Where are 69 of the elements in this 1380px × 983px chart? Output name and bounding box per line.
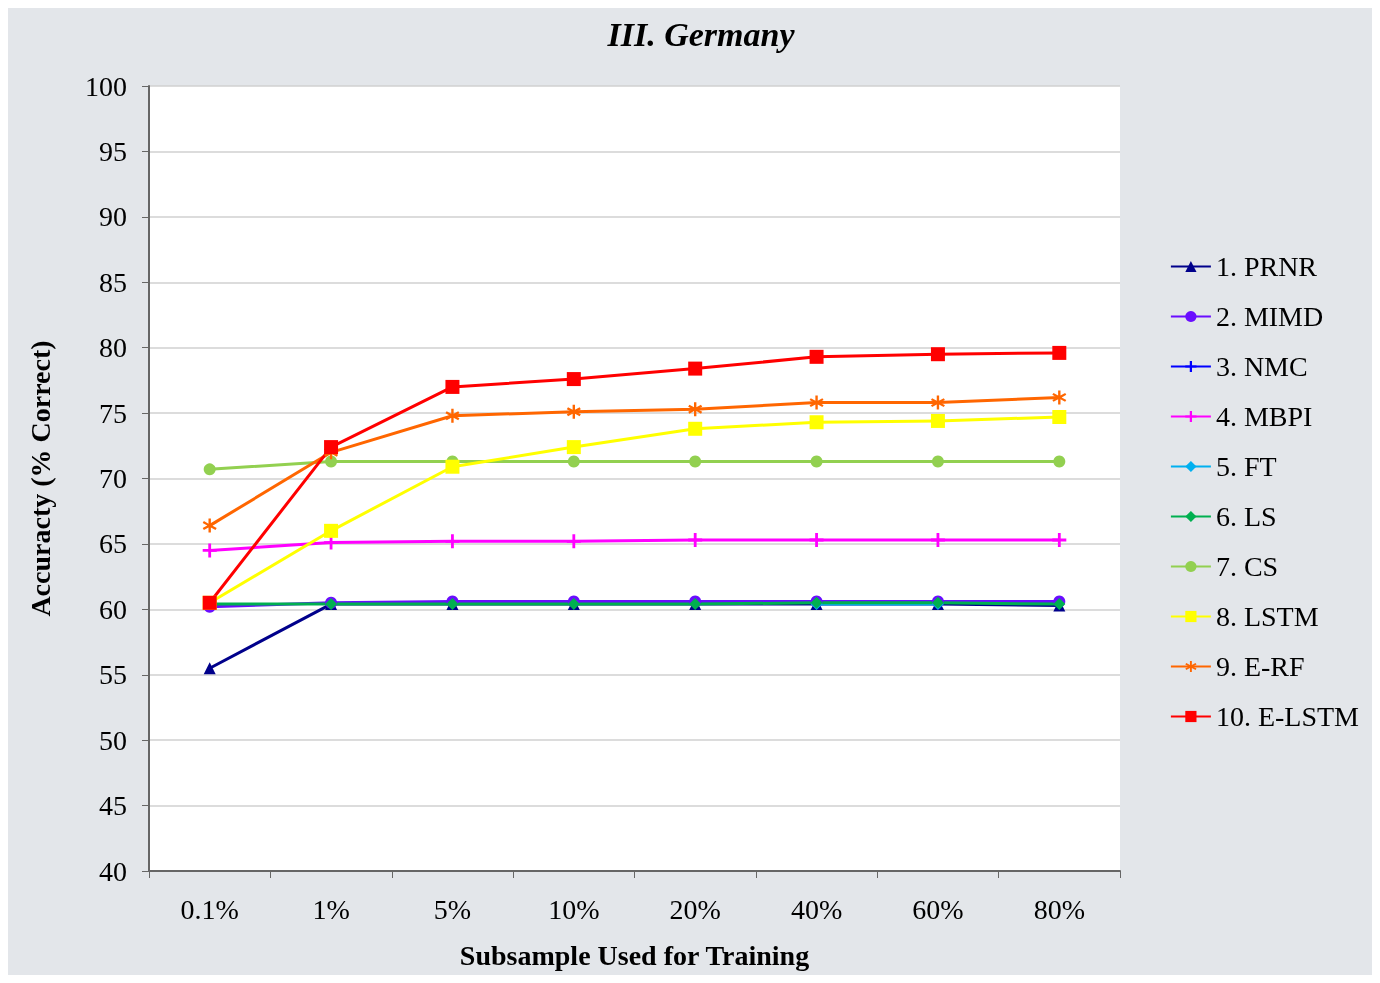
- point: [810, 455, 823, 468]
- legend-label: 6. LS: [1215, 501, 1277, 532]
- point: [809, 415, 824, 430]
- point: [324, 440, 339, 455]
- y-tick-label: 80: [99, 332, 127, 364]
- y-tick-label: 65: [99, 528, 127, 560]
- point: [809, 532, 824, 547]
- y-axis-title: Accuracty (% Correct): [24, 340, 56, 617]
- point: [1052, 345, 1067, 360]
- y-tick-label: 85: [99, 266, 127, 298]
- point: [1052, 532, 1067, 547]
- point: [931, 455, 944, 468]
- point: [566, 372, 581, 387]
- point: [445, 408, 460, 423]
- legend-label: 4. MBPI: [1215, 401, 1313, 432]
- y-tick-label: 40: [99, 855, 127, 887]
- x-tick-label: 20%: [669, 893, 721, 925]
- legend-label: 8. LSTM: [1215, 601, 1319, 632]
- point: [688, 402, 703, 417]
- y-tick-label: 100: [85, 70, 127, 102]
- y-tick-label: 45: [99, 790, 127, 822]
- point: [930, 395, 945, 410]
- x-tick-label: 80%: [1033, 893, 1085, 925]
- point: [930, 347, 945, 362]
- point: [203, 662, 216, 675]
- point: [566, 534, 581, 549]
- x-axis-title: Subsample Used for Training: [459, 939, 810, 971]
- point: [566, 440, 581, 455]
- point: [202, 543, 217, 558]
- x-tick-label: 10%: [548, 893, 600, 925]
- y-tick-label: 95: [99, 135, 127, 167]
- point: [567, 455, 580, 468]
- point: [688, 421, 703, 436]
- point: [1052, 410, 1067, 425]
- y-tick-label: 70: [99, 463, 127, 494]
- point: [202, 518, 217, 533]
- point: [445, 379, 460, 394]
- y-tick-label: 50: [99, 724, 127, 756]
- legend-label: 7. CS: [1215, 551, 1279, 582]
- legend-label: 3. NMC: [1215, 351, 1308, 382]
- legend-label: 5. FT: [1215, 451, 1277, 482]
- y-tick-label: 90: [99, 201, 127, 233]
- x-tick-label: 5%: [433, 893, 472, 925]
- point: [809, 395, 824, 410]
- point: [930, 413, 945, 428]
- x-tick-label: 60%: [912, 893, 964, 925]
- x-tick-label: 0.1%: [180, 893, 239, 925]
- point: [325, 455, 338, 468]
- point: [203, 463, 216, 476]
- legend-label: 2. MIMD: [1215, 301, 1324, 332]
- x-tick-label: 1%: [312, 893, 350, 925]
- x-tick-label: 40%: [790, 893, 843, 925]
- point: [1053, 455, 1066, 468]
- point: [445, 459, 460, 474]
- point: [809, 349, 824, 364]
- point: [688, 361, 703, 376]
- legend-label: 10. E-LSTM: [1215, 701, 1360, 732]
- y-tick-label: 55: [99, 659, 127, 691]
- point: [689, 455, 702, 468]
- point: [1052, 390, 1067, 405]
- legend-label: 1. PRNR: [1215, 251, 1318, 282]
- legend-label: 9. E-RF: [1215, 651, 1305, 682]
- point: [324, 523, 339, 538]
- point: [688, 532, 703, 547]
- point: [445, 534, 460, 549]
- point: [566, 404, 581, 419]
- y-tick-label: 75: [99, 397, 127, 429]
- y-tick-label: 60: [99, 593, 127, 625]
- chart-title: III. Germany: [606, 15, 796, 53]
